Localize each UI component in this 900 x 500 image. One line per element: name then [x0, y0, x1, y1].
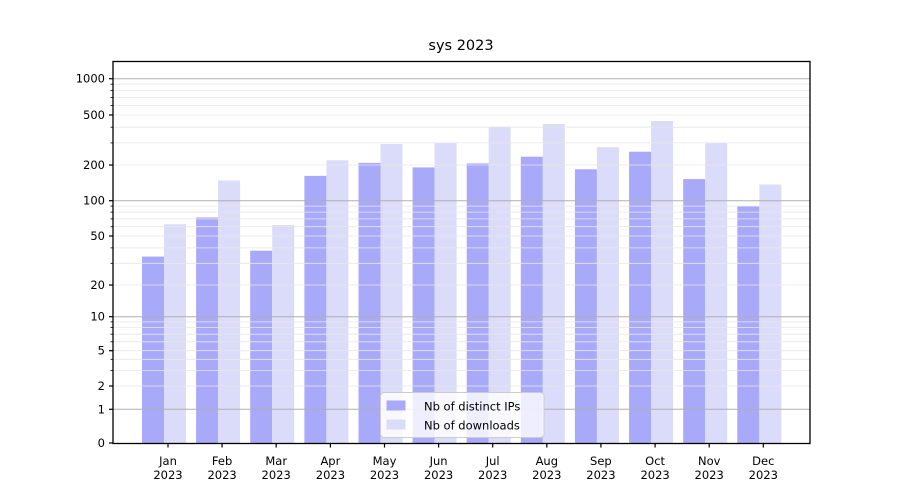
- x-tick-label-feb: Feb: [212, 454, 232, 468]
- bar-downloads-feb: [218, 180, 241, 444]
- bar-ips-dec: [737, 206, 760, 444]
- legend-label-distinct-ips: Nb of distinct IPs: [424, 400, 520, 414]
- x-tick-label-year-oct: 2023: [640, 468, 669, 482]
- y-tick-label-100: 100: [83, 194, 105, 208]
- bar-downloads-apr: [326, 160, 349, 444]
- legend-swatch-downloads-icon: [386, 419, 406, 430]
- axes-layer: 01251020501002005001000Jan2023Feb2023Mar…: [76, 60, 811, 482]
- bar-ips-aug: [520, 156, 543, 444]
- y-tick-label-50: 50: [90, 229, 105, 243]
- x-tick-label-year-dec: 2023: [749, 468, 778, 482]
- legend-swatch-distinct-ips-icon: [386, 400, 406, 411]
- x-tick-label-mar: Mar: [265, 454, 287, 468]
- y-tick-label-5: 5: [98, 344, 105, 358]
- x-tick-label-year-sep: 2023: [586, 468, 615, 482]
- bar-downloads-jun: [434, 142, 457, 444]
- bar-ips-apr: [304, 175, 327, 444]
- y-tick-label-1000: 1000: [76, 72, 105, 86]
- legend-label-downloads: Nb of downloads: [424, 419, 520, 433]
- bar-ips-sep: [574, 169, 597, 444]
- x-tick-label-nov: Nov: [698, 454, 721, 468]
- y-tick-label-500: 500: [83, 108, 105, 122]
- bar-ips-nov: [683, 179, 706, 444]
- x-tick-label-aug: Aug: [536, 454, 558, 468]
- x-tick-label-year-jun: 2023: [424, 468, 453, 482]
- bars-layer: [142, 121, 782, 444]
- chart-title: sys 2023: [428, 38, 493, 54]
- y-tick-label-20: 20: [90, 278, 105, 292]
- x-tick-label-jan: Jan: [158, 454, 177, 468]
- bar-ips-oct: [629, 151, 652, 444]
- y-tick-label-1: 1: [98, 402, 105, 416]
- bar-ips-may: [358, 162, 381, 444]
- x-tick-label-year-feb: 2023: [207, 468, 236, 482]
- x-tick-label-jun: Jun: [429, 454, 448, 468]
- bar-downloads-aug: [542, 124, 565, 444]
- x-tick-label-oct: Oct: [645, 454, 665, 468]
- x-tick-label-dec: Dec: [752, 454, 774, 468]
- bar-downloads-sep: [596, 147, 619, 444]
- x-tick-label-may: May: [373, 454, 397, 468]
- bar-ips-jun: [412, 167, 435, 444]
- y-tick-label-10: 10: [90, 310, 105, 324]
- x-tick-label-year-may: 2023: [370, 468, 399, 482]
- x-tick-label-sep: Sep: [590, 454, 612, 468]
- legend: Nb of distinct IPs Nb of downloads: [380, 392, 545, 438]
- plot-frame: [112, 60, 811, 445]
- grid-layer: [113, 78, 810, 410]
- x-tick-label-jul: Jul: [485, 454, 500, 468]
- bar-ips-mar: [250, 250, 273, 444]
- bar-downloads-dec: [759, 184, 782, 444]
- x-tick-label-year-nov: 2023: [695, 468, 724, 482]
- x-tick-label-year-apr: 2023: [316, 468, 345, 482]
- x-tick-label-year-mar: 2023: [262, 468, 291, 482]
- bar-downloads-oct: [651, 121, 674, 444]
- y-tick-label-0: 0: [98, 436, 105, 450]
- bar-downloads-nov: [705, 142, 728, 444]
- y-tick-label-200: 200: [83, 158, 105, 172]
- x-tick-label-year-aug: 2023: [532, 468, 561, 482]
- bar-ips-feb: [196, 217, 219, 444]
- x-tick-label-apr: Apr: [320, 454, 340, 468]
- bar-ips-jul: [466, 163, 489, 444]
- x-tick-label-year-jan: 2023: [153, 468, 182, 482]
- legend-box: [380, 392, 545, 438]
- bar-ips-jan: [142, 256, 164, 444]
- y-tick-label-2: 2: [98, 379, 105, 393]
- x-tick-label-year-jul: 2023: [478, 468, 507, 482]
